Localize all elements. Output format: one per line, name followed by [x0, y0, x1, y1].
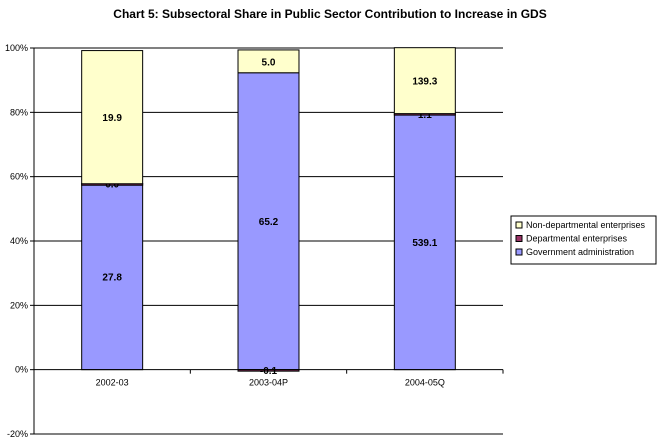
- data-label: 139.3: [412, 77, 437, 88]
- x-tick-label: 2004-05Q: [405, 378, 445, 388]
- x-axis-ticks: 2002-03 2003-04P 2004-05Q: [96, 378, 445, 388]
- legend-swatch: [515, 221, 523, 229]
- legend-swatch: [515, 248, 523, 256]
- y-axis-ticks: -20% 0% 20% 40% 60% 80% 100%: [5, 43, 34, 439]
- y-tick-label: 60%: [10, 172, 28, 182]
- bar-segment: [81, 183, 144, 371]
- y-tick-label: -20%: [7, 429, 28, 439]
- data-label: 65.2: [259, 217, 279, 228]
- y-tick-label: 40%: [10, 236, 28, 246]
- data-label: 19.9: [102, 113, 122, 124]
- data-label: 27.8: [102, 273, 122, 284]
- bar-segment: [81, 50, 144, 185]
- legend-swatch: [515, 235, 523, 242]
- y-tick-label: 20%: [10, 300, 28, 310]
- y-tick-label: 0%: [15, 365, 28, 375]
- bar-segment: [237, 49, 300, 74]
- bars: 27.8 0.0 19.9 65.2 -0.1 5.0 539.1 1.1 139.3: [81, 47, 456, 377]
- data-label: 5.0: [262, 57, 276, 68]
- legend-label: Non-departmental enterprises: [526, 220, 646, 230]
- data-label: -0.1: [260, 366, 278, 377]
- x-tick-label: 2002-03: [96, 378, 129, 388]
- legend-box: [510, 215, 657, 265]
- data-label: 1.1: [418, 110, 432, 121]
- x-tick-label: 2003-04P: [249, 378, 288, 388]
- legend: Non-departmental enterprises Departmental…: [510, 215, 657, 265]
- data-label: 539.1: [412, 238, 437, 249]
- chart-title: Chart 5: Subsectoral Share in Public Sec…: [113, 7, 546, 21]
- legend-label: Government administration: [526, 247, 634, 257]
- y-tick-label: 100%: [5, 43, 28, 53]
- axes: [33, 48, 504, 434]
- y-tick-label: 80%: [10, 107, 28, 117]
- legend-label: Departmental enterprises: [526, 234, 628, 244]
- bar-segment: [237, 72, 300, 371]
- data-label: 0.0: [105, 180, 119, 191]
- bar-segment: [393, 47, 456, 115]
